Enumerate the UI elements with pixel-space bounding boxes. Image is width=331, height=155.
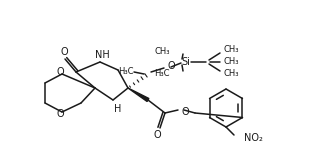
Text: CH₃: CH₃	[224, 58, 240, 66]
Text: O: O	[56, 67, 64, 77]
Text: Si: Si	[182, 57, 190, 67]
Text: CH₃: CH₃	[224, 69, 240, 78]
Text: O: O	[153, 130, 161, 140]
Text: H: H	[114, 104, 122, 114]
Text: CH₃: CH₃	[224, 46, 240, 55]
Text: O: O	[167, 61, 175, 71]
Text: NO₂: NO₂	[244, 133, 263, 143]
Text: O: O	[56, 109, 64, 119]
Text: H₃C: H₃C	[118, 66, 134, 75]
Polygon shape	[128, 88, 149, 102]
Text: O: O	[60, 47, 68, 57]
Text: O: O	[181, 107, 189, 117]
Text: CH₃: CH₃	[155, 46, 170, 55]
Text: NH: NH	[95, 50, 109, 60]
Text: H₃C: H₃C	[155, 69, 170, 78]
